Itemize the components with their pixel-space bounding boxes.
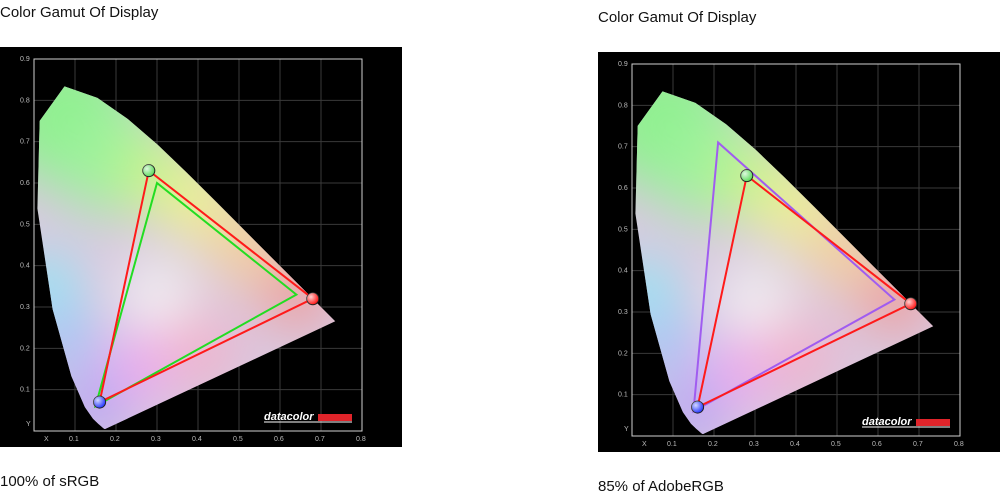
y-axis-label: Y — [26, 421, 31, 428]
plot-frame — [33, 58, 363, 432]
y-tick-label: 0.3 — [618, 309, 628, 316]
y-tick-label: 0.1 — [20, 387, 30, 394]
y-tick-label: 0.2 — [618, 350, 628, 357]
datacolor-logo-bar — [318, 414, 352, 421]
primary-point-red-highlight — [904, 297, 917, 310]
x-axis-label: X — [642, 441, 647, 448]
y-tick-label: 0.4 — [20, 263, 30, 270]
x-tick-label: 0.7 — [315, 436, 325, 443]
y-tick-label: 0.6 — [20, 180, 30, 187]
x-tick-label: 0.1 — [69, 436, 79, 443]
x-tick-label: 0.6 — [274, 436, 284, 443]
primary-point-green-highlight — [142, 164, 155, 177]
gamut-chart-right: 0.1 0.2 0.3 0.4 0.5 0.6 0.7 0.8 0.9 0.1 0.2 0.3 0.4 0… — [618, 61, 964, 448]
measured-gamut-triangle — [696, 173, 913, 409]
chart-title-right: Color Gamut Of Display — [598, 9, 757, 26]
x-tick-label: 0.5 — [831, 441, 841, 448]
chromaticity-diagram — [635, 91, 934, 435]
x-tick-label: 0.2 — [708, 441, 718, 448]
gamut-panel-right: 0.1 0.2 0.3 0.4 0.5 0.6 0.7 0.8 0.9 0.1 0.2 0.3 0.4 0… — [598, 52, 1000, 452]
y-tick-label: 0.5 — [618, 226, 628, 233]
x-tick-label: 0.3 — [749, 441, 759, 448]
y-tick-label: 0.8 — [618, 102, 628, 109]
primary-point-blue-highlight — [93, 396, 106, 409]
primary-point-green-highlight — [740, 169, 753, 182]
y-tick-label: 0.9 — [618, 61, 628, 68]
y-tick-label: 0.9 — [20, 56, 30, 63]
primary-point-red-highlight — [306, 292, 319, 305]
y-tick-label: 0.1 — [618, 392, 628, 399]
chromaticity-diagram — [37, 86, 336, 430]
x-axis-label: X — [44, 436, 49, 443]
measured-gamut-triangle — [98, 168, 315, 404]
x-tick-label: 0.5 — [233, 436, 243, 443]
y-tick-label: 0.4 — [618, 268, 628, 275]
y-tick-label: 0.3 — [20, 304, 30, 311]
y-tick-label: 0.5 — [20, 221, 30, 228]
plot-frame — [631, 63, 961, 437]
gamut-chart-left: 0.1 0.2 0.3 0.4 0.5 0.6 0.7 0.8 0.9 0.1 0.2 0.3 0.4 0… — [20, 56, 366, 443]
x-tick-label: 0.4 — [790, 441, 800, 448]
y-tick-label: 0.8 — [20, 97, 30, 104]
x-tick-label: 0.4 — [192, 436, 202, 443]
y-tick-label: 0.6 — [618, 185, 628, 192]
x-tick-label: 0.3 — [151, 436, 161, 443]
datacolor-logo: datacolor — [264, 411, 314, 423]
datacolor-logo-bar — [916, 419, 950, 426]
x-tick-label: 0.7 — [913, 441, 923, 448]
chart-title-left: Color Gamut Of Display — [0, 4, 159, 21]
x-tick-label: 0.8 — [356, 436, 366, 443]
x-tick-label: 0.1 — [667, 441, 677, 448]
x-tick-label: 0.2 — [110, 436, 120, 443]
datacolor-logo: datacolor — [862, 416, 912, 428]
y-tick-label: 0.2 — [20, 345, 30, 352]
y-tick-label: 0.7 — [618, 144, 628, 151]
y-tick-label: 0.7 — [20, 139, 30, 146]
gamut-panel-left: 0.1 0.2 0.3 0.4 0.5 0.6 0.7 0.8 0.9 0.1 0.2 0.3 0.4 0… — [0, 47, 402, 447]
x-tick-label: 0.6 — [872, 441, 882, 448]
caption-left: 100% of sRGB — [0, 473, 100, 490]
caption-right: 85% of AdobeRGB — [598, 478, 724, 495]
reference-gamut-triangle — [93, 181, 299, 409]
y-axis-label: Y — [624, 426, 629, 433]
primary-point-blue-highlight — [691, 401, 704, 414]
x-tick-label: 0.8 — [954, 441, 964, 448]
